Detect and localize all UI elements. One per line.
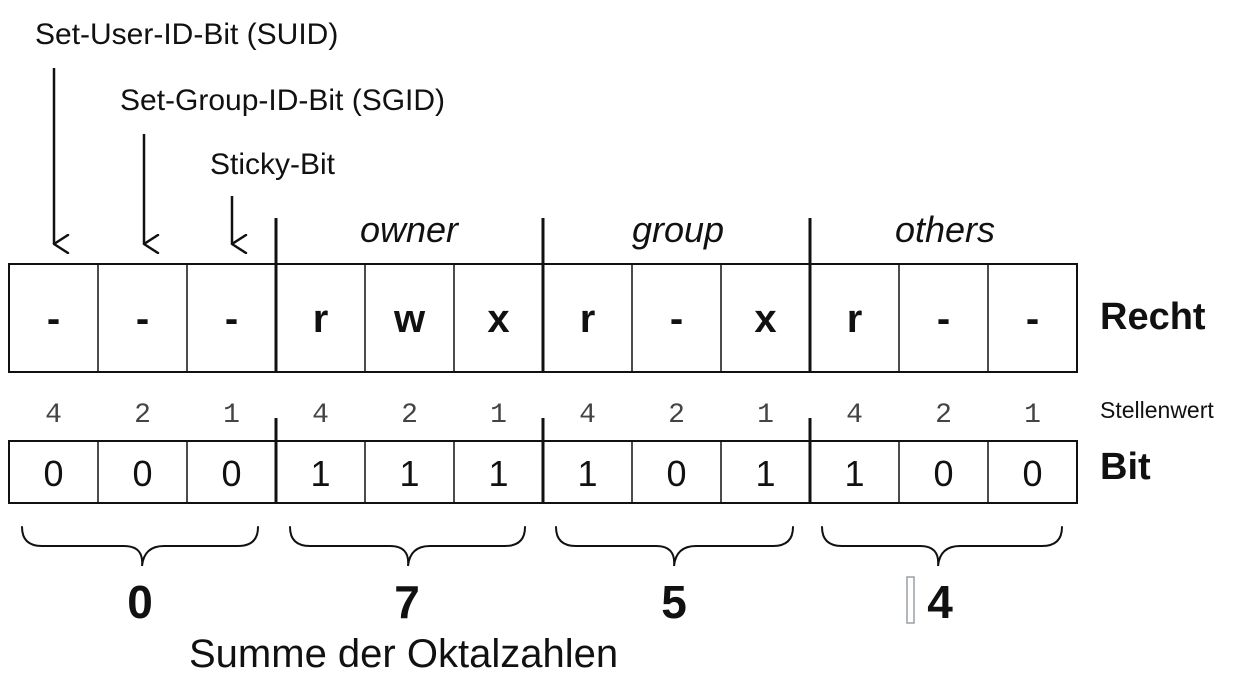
bit-cell: 0 [933, 453, 953, 494]
bit-cell: 0 [132, 453, 152, 494]
place-value: 2 [668, 400, 685, 431]
group-header: group [632, 209, 724, 250]
right-cell: - [937, 297, 950, 341]
sticky-bit-label: Sticky-Bit [210, 148, 336, 181]
bit-row: 0 0 0 1 1 1 1 0 1 1 0 0 [43, 453, 1042, 494]
bit-cell: 1 [844, 453, 864, 494]
right-cell: r [313, 297, 329, 341]
group-separators-top [274, 218, 812, 372]
place-value: 4 [312, 400, 329, 431]
right-cell: w [393, 297, 426, 341]
right-cell: - [47, 297, 60, 341]
place-value: 2 [935, 400, 952, 431]
bit-cell: 1 [755, 453, 775, 494]
rights-cell-dividers [97, 264, 989, 372]
place-value: 2 [134, 400, 151, 431]
bit-label: Bit [1100, 446, 1151, 488]
bit-cell: 0 [221, 453, 241, 494]
place-value: 4 [45, 400, 62, 431]
bit-cell: 1 [488, 453, 508, 494]
bit-cell: 1 [310, 453, 330, 494]
right-cell: r [580, 297, 596, 341]
bit-cell: 0 [666, 453, 686, 494]
place-value: 1 [757, 400, 774, 431]
right-cell: r [847, 297, 863, 341]
rights-row: - - - r w x r - x r - - [47, 297, 1039, 341]
grouping-braces [21, 526, 1063, 567]
brace-owner [289, 526, 526, 567]
place-value-row: 4 2 1 4 2 1 4 2 1 4 2 1 [45, 400, 1041, 431]
brace-others [821, 526, 1063, 567]
right-cell: x [754, 297, 776, 341]
sgid-label: Set-Group-ID-Bit (SGID) [120, 84, 445, 117]
place-value: 4 [846, 400, 863, 431]
octal-digit-others: 4 [927, 576, 953, 628]
place-value: 4 [579, 400, 596, 431]
place-value: 1 [1024, 400, 1041, 431]
right-cell: - [1026, 297, 1039, 341]
bit-cell: 1 [577, 453, 597, 494]
brace-special [21, 526, 259, 567]
bit-cell: 0 [43, 453, 63, 494]
place-value: 2 [401, 400, 418, 431]
right-cell: x [487, 297, 509, 341]
place-value: 1 [490, 400, 507, 431]
suid-label: Set-User-ID-Bit (SUID) [35, 18, 338, 51]
right-cell: - [225, 297, 238, 341]
text-cursor-icon [906, 576, 915, 624]
octal-digit-special: 0 [127, 576, 153, 628]
stellenwert-label: Stellenwert [1100, 397, 1214, 423]
right-cell: - [136, 297, 149, 341]
recht-label: Recht [1100, 296, 1206, 338]
bit-cell: 1 [399, 453, 419, 494]
others-header: others [895, 209, 995, 250]
sum-caption: Summe der Oktalzahlen [189, 632, 618, 676]
right-cell: - [670, 297, 683, 341]
place-value: 1 [223, 400, 240, 431]
bit-cell-dividers [97, 441, 989, 503]
group-separators-bottom [274, 418, 812, 503]
octal-digit-group: 5 [661, 576, 687, 628]
owner-header: owner [360, 209, 460, 250]
brace-group [555, 526, 794, 567]
bit-cell: 0 [1022, 453, 1042, 494]
octal-digit-owner: 7 [394, 576, 420, 628]
